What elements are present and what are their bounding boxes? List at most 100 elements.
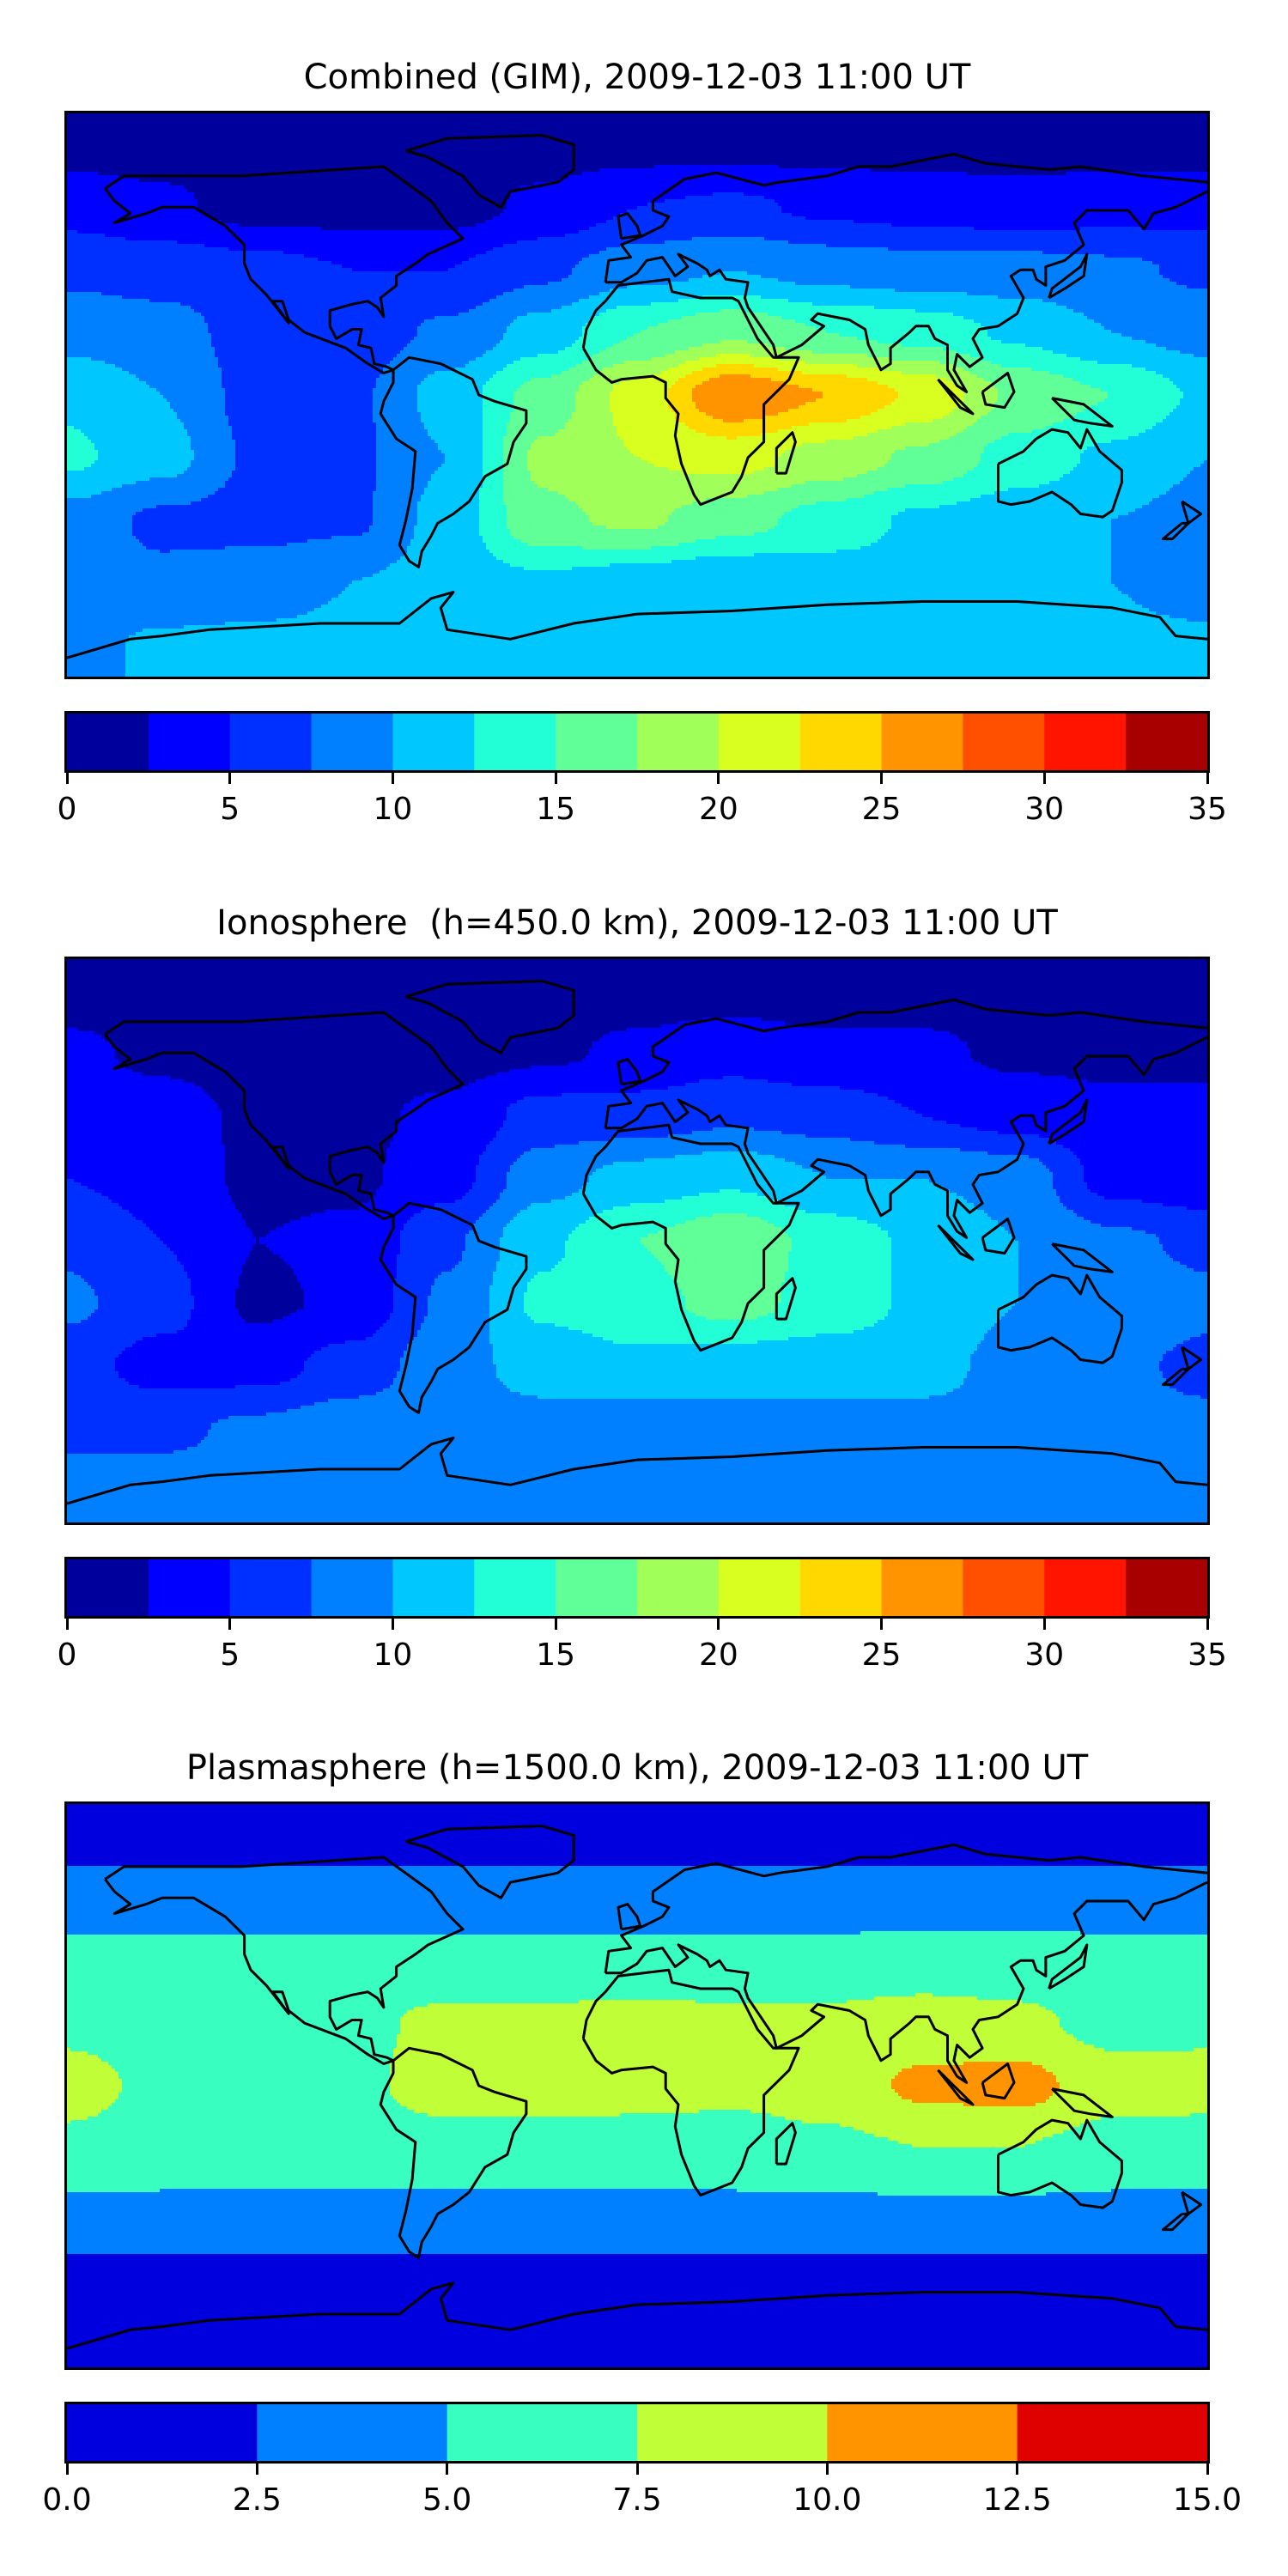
colorbar-swatch [1126,1559,1207,1616]
contour-band [802,443,930,447]
contour-band [476,1165,511,1170]
contour-band [1018,1292,1207,1297]
contour-band [1053,1172,1084,1176]
contour-band [816,398,896,403]
contour-band [67,639,126,643]
contour-band [1070,1148,1207,1152]
colorbar-tick-label: 25 [861,1637,902,1673]
contour-band [191,1316,243,1321]
contour-band [108,2062,391,2066]
contour-band [507,505,580,509]
contour-band [67,354,216,358]
contour-band [1056,2014,1207,2018]
contour-band [211,340,411,344]
contour-band [795,282,1177,286]
contour-band [67,2333,1207,2337]
contour-band [235,447,377,451]
contour-band [558,350,600,355]
colorbar-swatch [1044,1559,1127,1616]
contour-band [122,2082,391,2087]
contour-band [67,1423,212,1427]
contour-band [1163,1244,1207,1249]
contour-band [613,216,806,221]
contour-band [67,1893,1207,1898]
contour-band [531,443,624,447]
contour-band [507,426,566,430]
contour-band [235,467,377,471]
contour-band [194,1303,236,1307]
contour-band [276,1227,404,1231]
contour-band [805,1134,1040,1139]
contour-band [67,2086,123,2090]
contour-band [225,388,374,392]
contour-band [373,409,418,413]
contour-band [527,450,631,454]
contour-band [1183,1392,1207,1396]
contour-band [1015,1237,1160,1242]
contour-band [483,453,504,458]
contour-band [1163,419,1207,423]
contour-band [304,1303,394,1307]
contour-band [136,1217,243,1221]
contour-band [623,440,827,444]
contour-band [225,1179,384,1183]
contour-band [957,405,995,410]
contour-band [218,488,377,492]
contour-band [479,526,507,530]
contour-band [307,1358,401,1362]
contour-band [191,1282,240,1286]
contour-band [483,460,504,465]
contour-band [1087,316,1207,320]
contour-band [592,316,683,320]
contour-band [297,615,1170,619]
contour-band [857,364,954,368]
contour-band [67,2271,1207,2275]
contour-band [390,2075,896,2080]
contour-band [67,495,92,499]
contour-band [483,429,507,434]
coastline [379,1201,528,1414]
contour-band [472,1227,504,1231]
contour-band [891,1261,1019,1266]
contour-band [1166,347,1207,351]
contour-band [589,295,703,300]
contour-band [67,2306,1207,2310]
contour-band [936,1182,1054,1187]
contour-band [215,347,404,351]
contour-band [290,1265,398,1269]
contour-band [582,330,641,334]
contour-band [67,1904,1207,1908]
colorbar-tick-mark [228,1618,232,1630]
colorbar-swatch [148,714,231,770]
contour-band [915,1993,933,1997]
contour-band [67,1392,377,1396]
contour-band [507,512,586,516]
contour-band [527,467,669,471]
contour-band [67,1361,116,1365]
contour-band [359,1206,425,1211]
contour-band [991,409,1084,413]
contour-band [397,1258,463,1262]
contour-band [232,436,377,440]
contour-band [1111,556,1207,561]
contour-band [527,453,635,458]
contour-band [204,1090,449,1094]
contour-band [1166,491,1207,495]
contour-band [259,1241,401,1245]
contour-band [613,419,679,423]
contour-band [1060,2017,1207,2021]
contour-band [507,1107,909,1111]
contour-band [98,1299,195,1303]
contour-band [98,1306,195,1310]
contour-band [1084,409,1174,413]
contour-band [1053,2093,1207,2097]
contour-band [132,532,363,537]
contour-band [280,1255,398,1259]
contour-band [67,1292,95,1297]
contour-band [1091,1220,1207,1224]
contour-band [67,1210,130,1214]
contour-band [67,357,92,361]
colorbar-tick-mark [825,2463,829,2475]
contour-band [572,343,614,348]
contour-band [428,429,483,434]
